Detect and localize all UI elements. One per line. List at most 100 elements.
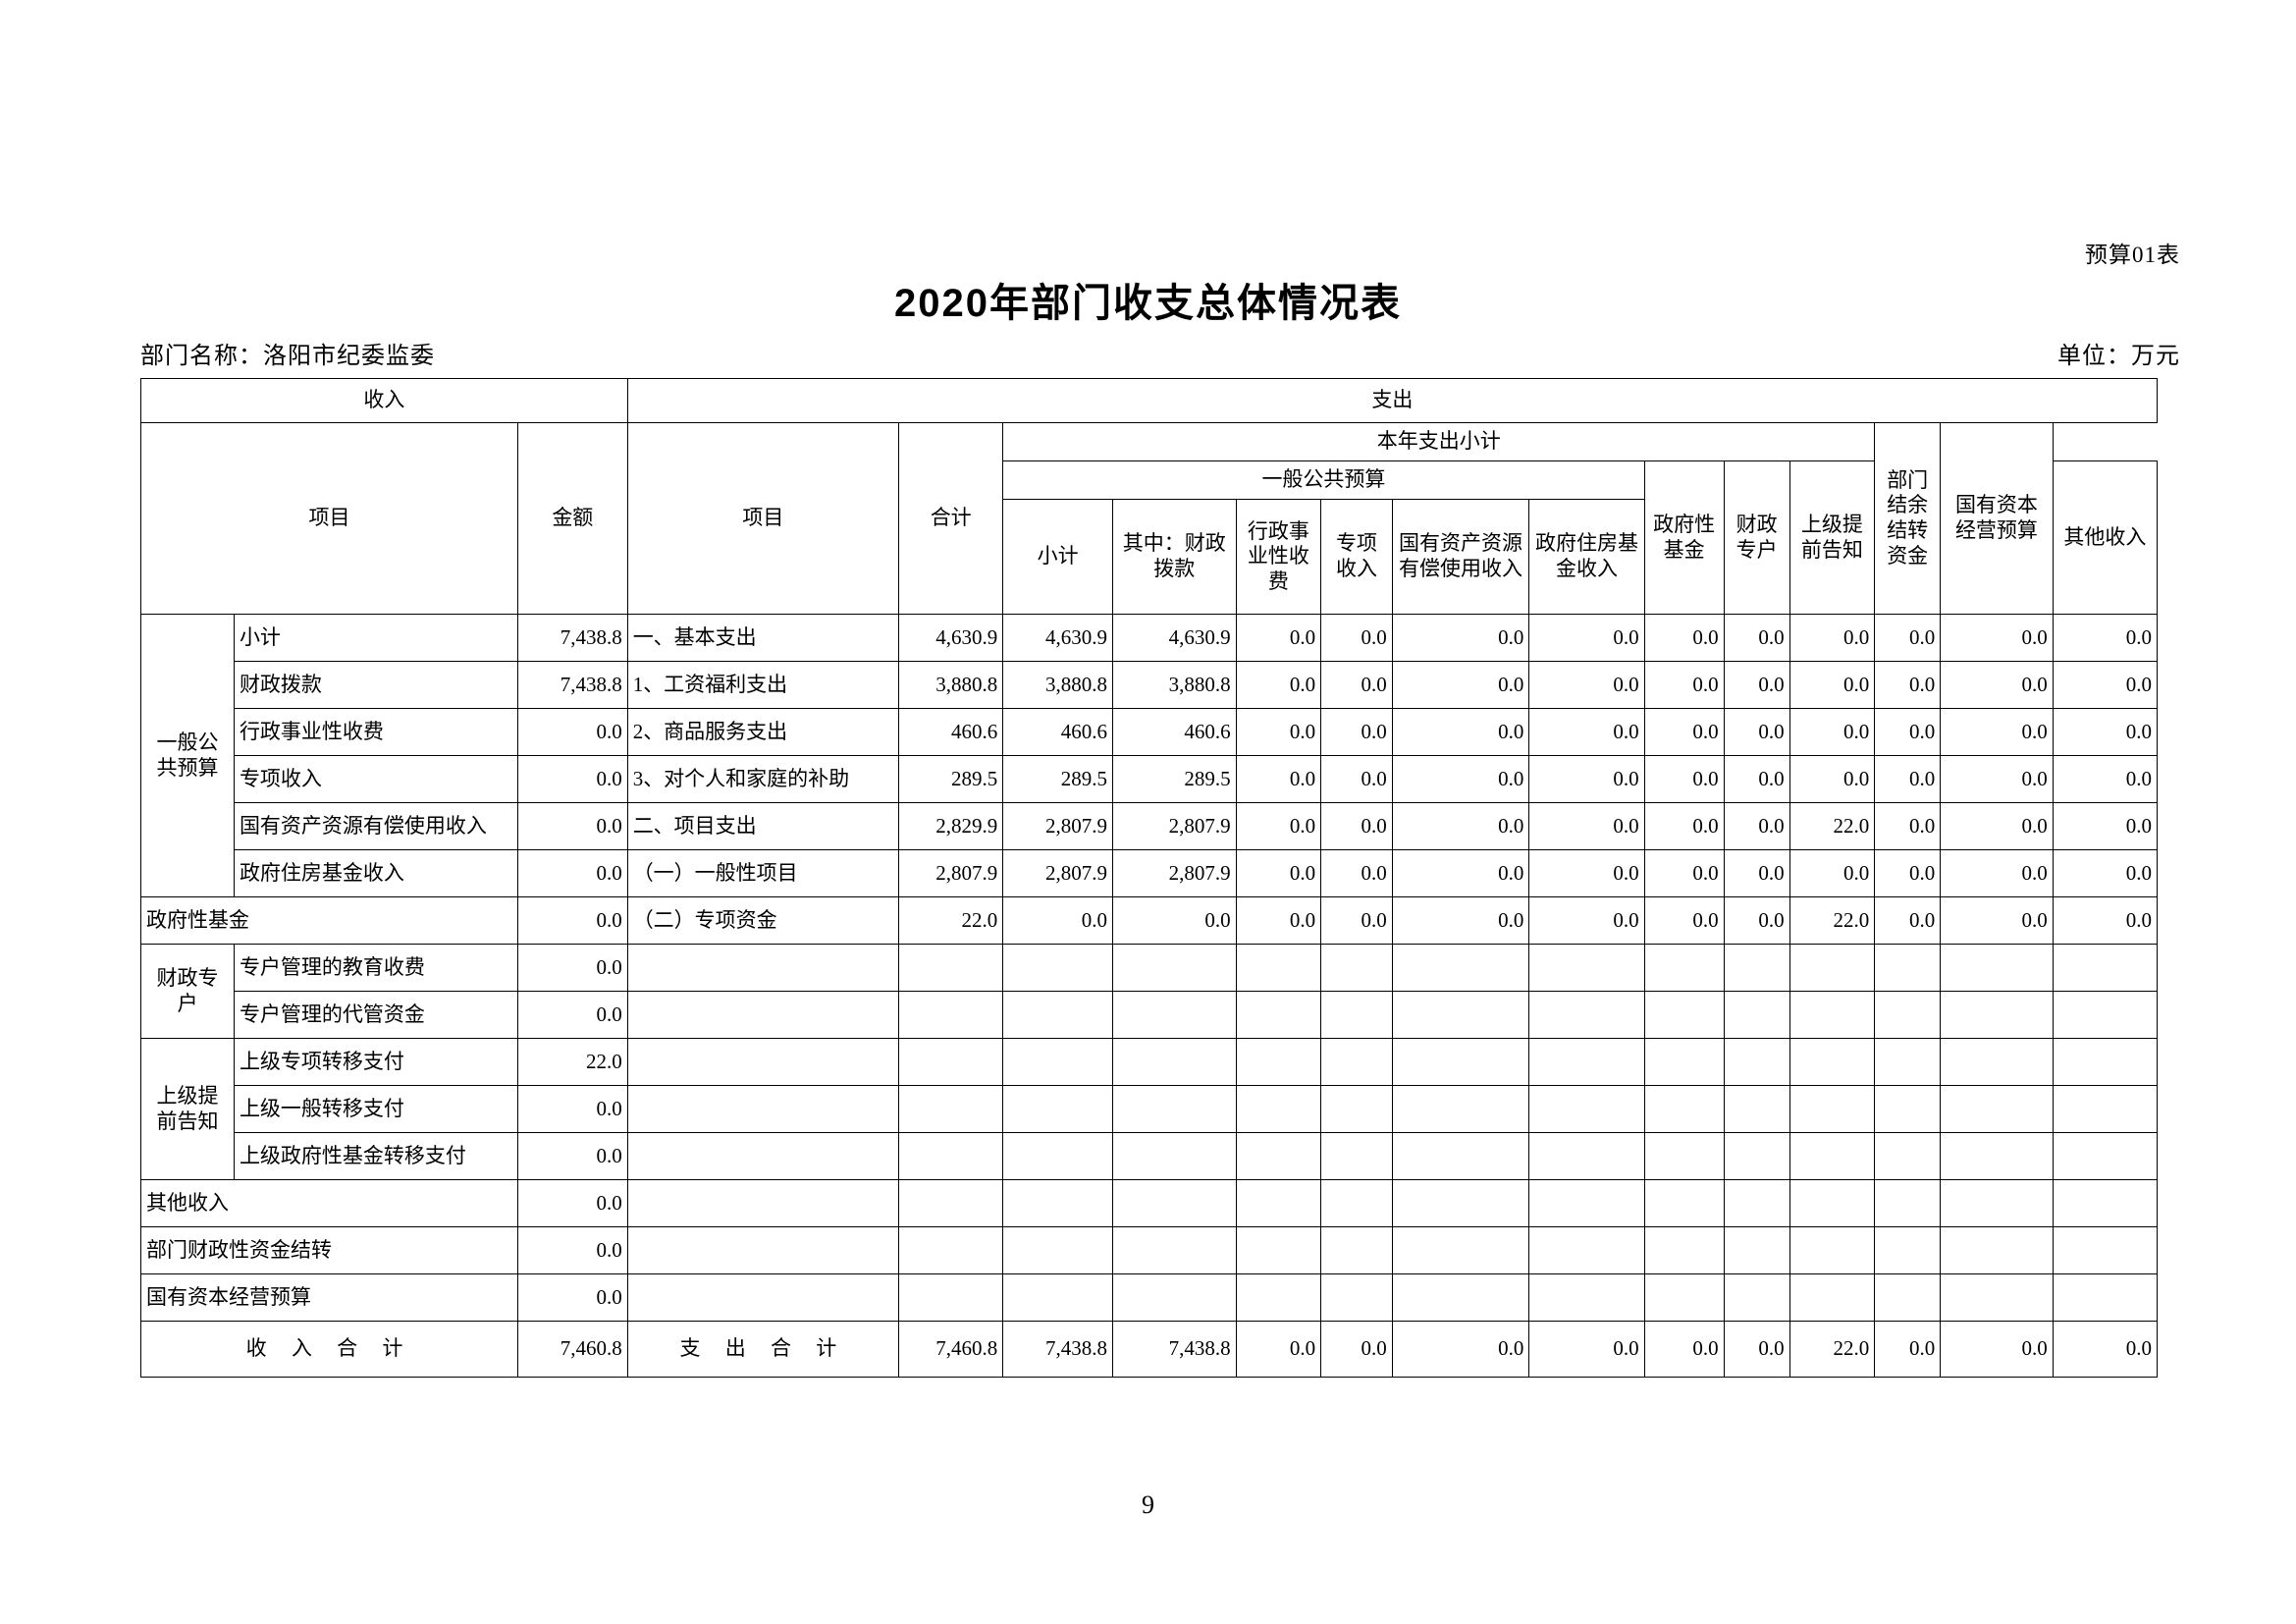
expense-total-fiscal-appropriation: 7,438.8 xyxy=(1111,1321,1237,1378)
income-row-label: 上级政府性基金转移支付 xyxy=(233,1132,518,1180)
empty-cell xyxy=(626,1179,900,1227)
empty-cell xyxy=(1789,991,1876,1039)
empty-cell xyxy=(1643,944,1725,992)
empty-cell xyxy=(1789,944,1876,992)
income-row-label: 上级专项转移支付 xyxy=(233,1038,518,1086)
empty-cell xyxy=(1002,944,1113,992)
expense-row-state-asset-paid-use: 0.0 xyxy=(1391,708,1530,756)
income-row-amount: 0.0 xyxy=(516,1132,628,1180)
expense-row-state-asset-paid-use: 0.0 xyxy=(1391,661,1530,709)
empty-cell xyxy=(1940,944,2054,992)
empty-cell xyxy=(1111,1226,1237,1274)
unit-label: 单位：万元 xyxy=(2057,344,2180,369)
empty-cell xyxy=(1320,1038,1393,1086)
empty-cell xyxy=(1874,991,1942,1039)
empty-cell xyxy=(1391,1038,1530,1086)
income-row-label: 专户管理的教育收费 xyxy=(233,944,518,992)
table-total-row: 收 入 合 计 7,460.8 支 出 合 计 7,460.8 7,438.8 … xyxy=(140,1321,2159,1378)
expense-row-special-income: 0.0 xyxy=(1320,661,1393,709)
expense-total-superior-advance-notice: 22.0 xyxy=(1789,1321,1876,1378)
income-row-amount: 7,438.8 xyxy=(516,614,628,662)
income-row-amount: 22.0 xyxy=(516,1038,628,1086)
expense-row-dept-carryover: 0.0 xyxy=(1940,755,2054,803)
empty-cell xyxy=(1874,1132,1942,1180)
expense-row-total: 289.5 xyxy=(898,755,1004,803)
empty-cell xyxy=(1723,944,1790,992)
expense-row-other-income: 0.0 xyxy=(1874,802,1942,850)
expense-row-gpb-subtotal: 4,630.9 xyxy=(1002,614,1113,662)
empty-cell xyxy=(1235,1226,1322,1274)
empty-cell xyxy=(1111,1273,1237,1322)
income-row-amount: 0.0 xyxy=(516,991,628,1039)
expense-row-admin-fee: 0.0 xyxy=(1235,614,1322,662)
empty-cell xyxy=(1940,1132,2054,1180)
expense-row-fiscal-appropriation: 289.5 xyxy=(1111,755,1237,803)
expense-total-fiscal-special-account: 0.0 xyxy=(1723,1321,1790,1378)
header-current-year-subtotal: 本年支出小计 xyxy=(1002,422,1876,461)
empty-cell xyxy=(1723,1038,1790,1086)
empty-cell xyxy=(1111,1132,1237,1180)
header-state-asset-paid-use: 国有资产资源有偿使用收入 xyxy=(1391,499,1530,615)
table-row: 上级提前告知 上级专项转移支付 22.0 xyxy=(140,1038,2159,1180)
header-row-gpb: 一般公共预算 政府性基金 财政专户 上级提前告知 其他收入 xyxy=(141,460,2159,615)
table-row: 专户管理的代管资金 0.0 xyxy=(141,991,2159,1039)
empty-cell xyxy=(1723,991,1790,1039)
expense-row-special-income: 0.0 xyxy=(1320,708,1393,756)
income-row-amount: 0.0 xyxy=(516,755,628,803)
empty-cell xyxy=(898,1273,1004,1322)
expense-row-fiscal-appropriation: 460.6 xyxy=(1111,708,1237,756)
expense-row-label: 1、工资福利支出 xyxy=(626,661,900,709)
income-row-amount: 7,438.8 xyxy=(516,661,628,709)
expense-row-gov-fund: 0.0 xyxy=(1643,849,1725,897)
empty-cell xyxy=(1391,1273,1530,1322)
expense-row-special-income: 0.0 xyxy=(1320,614,1393,662)
expense-row-fiscal-special-account: 0.0 xyxy=(1723,614,1790,662)
expense-row-label: 一、基本支出 xyxy=(626,614,900,662)
expense-row-superior-advance-notice: 22.0 xyxy=(1789,896,1876,945)
empty-cell xyxy=(1528,1179,1645,1227)
table-row: 国有资本经营预算 0.0 xyxy=(140,1273,2159,1322)
header-expense-item: 项目 xyxy=(626,422,900,615)
expense-row-gov-housing-fund: 0.0 xyxy=(1528,614,1645,662)
empty-cell xyxy=(1940,1179,2054,1227)
expense-row-total: 22.0 xyxy=(898,896,1004,945)
header-gpb-fiscal-appropriation: 其中：财政拨款 xyxy=(1111,499,1237,615)
income-total-amount: 7,460.8 xyxy=(516,1321,628,1378)
budget-summary-table: 收入 支出 项目 金额 项目 合计 本年支出小计 部门结余结转资金 国有资本经营… xyxy=(140,378,2159,1378)
expense-row-gov-housing-fund: 0.0 xyxy=(1528,755,1645,803)
empty-cell xyxy=(898,1132,1004,1180)
table-row: 财政拨款 7,438.8 1、工资福利支出 3,880.8 3,880.8 3,… xyxy=(141,661,2159,709)
empty-cell xyxy=(1320,1085,1393,1133)
empty-cell xyxy=(1391,1179,1530,1227)
empty-cell xyxy=(626,1226,900,1274)
expense-row-other-income: 0.0 xyxy=(1874,849,1942,897)
empty-cell xyxy=(2052,944,2159,992)
expense-row-gov-fund: 0.0 xyxy=(1643,614,1725,662)
empty-cell xyxy=(1528,991,1645,1039)
header-general-public-budget: 一般公共预算 xyxy=(1002,460,1645,500)
table-row: 部门财政性资金结转 0.0 xyxy=(140,1226,2159,1274)
empty-cell xyxy=(1874,1273,1942,1322)
income-group-gpb: 一般公共预算 xyxy=(140,614,235,897)
expense-row-fiscal-appropriation: 0.0 xyxy=(1111,896,1237,945)
expense-row-state-capital-budget: 0.0 xyxy=(2052,849,2159,897)
empty-cell xyxy=(1235,1132,1322,1180)
income-row-label: 专户管理的代管资金 xyxy=(233,991,518,1039)
empty-cell xyxy=(1940,991,2054,1039)
empty-cell xyxy=(1111,1038,1237,1086)
header-gpb-subtotal: 小计 xyxy=(1002,499,1113,615)
income-row-label: 小计 xyxy=(233,614,518,662)
header-expense-total: 合计 xyxy=(898,422,1004,615)
header-special-income: 专项收入 xyxy=(1320,499,1393,615)
income-row-amount: 0.0 xyxy=(516,849,628,897)
header-gov-fund: 政府性基金 xyxy=(1643,460,1725,615)
expense-row-state-asset-paid-use: 0.0 xyxy=(1391,896,1530,945)
expense-total-other-income: 0.0 xyxy=(1874,1321,1942,1378)
expense-row-gpb-subtotal: 460.6 xyxy=(1002,708,1113,756)
income-row-amount: 0.0 xyxy=(516,802,628,850)
expense-row-superior-advance-notice: 0.0 xyxy=(1789,708,1876,756)
expense-row-gov-fund: 0.0 xyxy=(1643,802,1725,850)
header-gov-housing-fund: 政府住房基金收入 xyxy=(1528,499,1645,615)
empty-cell xyxy=(1723,1226,1790,1274)
